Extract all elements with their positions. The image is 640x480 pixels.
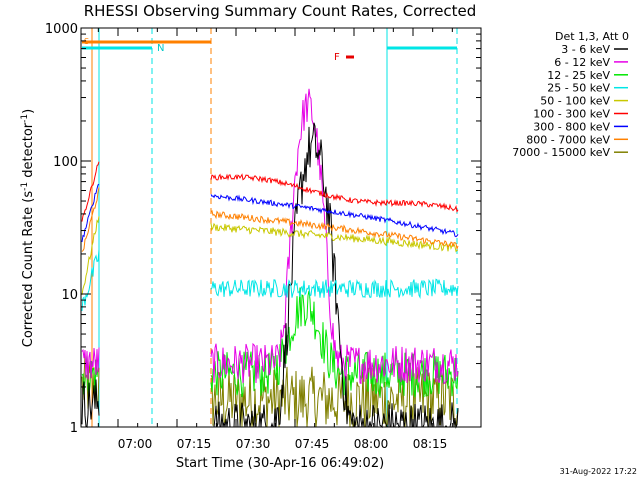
x-axis-label: Start Time (30-Apr-16 06:49:02) bbox=[176, 456, 384, 471]
plot-lines: S N F bbox=[82, 28, 458, 427]
legend-label: 25 - 50 keV bbox=[547, 82, 610, 95]
series-50-100-kev bbox=[210, 222, 459, 253]
series-800-7000-kev bbox=[210, 209, 459, 250]
x-tick-label: 07:15 bbox=[177, 437, 212, 451]
series-100-300-kev bbox=[210, 173, 459, 214]
axes-layer: 07:00 07:15 07:30 07:45 08:00 08:15 1 10 100 1000 bbox=[45, 22, 481, 451]
series-6-12-kev bbox=[210, 88, 459, 385]
series-25-50-kev bbox=[81, 249, 100, 311]
y-tick-label: 10 bbox=[61, 288, 78, 303]
chart-title: RHESSI Observing Summary Count Rates, Co… bbox=[84, 2, 477, 20]
x-tick-label: 08:15 bbox=[413, 437, 448, 451]
y-label-main: Corrected Count Rate (s bbox=[21, 191, 36, 348]
y-label-mid: detector bbox=[21, 122, 36, 182]
series-100-300-kev bbox=[81, 161, 100, 222]
series-800-7000-kev bbox=[81, 187, 100, 252]
series-3-6-kev bbox=[81, 379, 100, 428]
series-50-100-kev bbox=[81, 216, 100, 295]
y-label-end: ) bbox=[21, 109, 36, 114]
y-tick-label: 100 bbox=[53, 155, 78, 170]
legend-label: 7000 - 15000 keV bbox=[512, 146, 610, 159]
y-label-sup2: -1 bbox=[20, 114, 30, 123]
legend-label: 100 - 300 keV bbox=[533, 108, 610, 121]
y-tick-label: 1000 bbox=[45, 22, 78, 37]
y-label-sup1: -1 bbox=[20, 182, 30, 191]
series-layer bbox=[81, 88, 459, 429]
flare-label: F bbox=[334, 52, 340, 63]
legend-label: 12 - 25 keV bbox=[547, 69, 610, 82]
plot-frame bbox=[80, 27, 482, 428]
x-tick-label: 07:30 bbox=[236, 437, 271, 451]
legend-label: 6 - 12 keV bbox=[554, 56, 610, 69]
legend-label: 50 - 100 keV bbox=[540, 95, 610, 108]
series-12-25-kev bbox=[210, 287, 459, 398]
saa-label: S bbox=[84, 37, 89, 46]
timestamp: 31-Aug-2022 17:22 bbox=[560, 467, 637, 476]
night-label: N bbox=[157, 43, 164, 54]
x-tick-label: 07:45 bbox=[295, 437, 330, 451]
legend-label: 3 - 6 keV bbox=[561, 43, 610, 56]
series-300-800-kev bbox=[210, 194, 459, 238]
legend-label: 300 - 800 keV bbox=[533, 120, 610, 133]
x-tick-label: 08:00 bbox=[354, 437, 389, 451]
y-tick-label: 1 bbox=[70, 421, 78, 436]
series-6-12-kev bbox=[81, 347, 100, 380]
series-3-6-kev bbox=[211, 122, 459, 429]
x-tick-label: 07:00 bbox=[118, 437, 153, 451]
legend-label: 800 - 7000 keV bbox=[526, 133, 610, 146]
series-25-50-kev bbox=[210, 278, 459, 300]
legend-header: Det 1,3, Att 0 bbox=[555, 30, 629, 43]
y-axis-label: Corrected Count Rate (s-1 detector-1) bbox=[20, 109, 36, 347]
